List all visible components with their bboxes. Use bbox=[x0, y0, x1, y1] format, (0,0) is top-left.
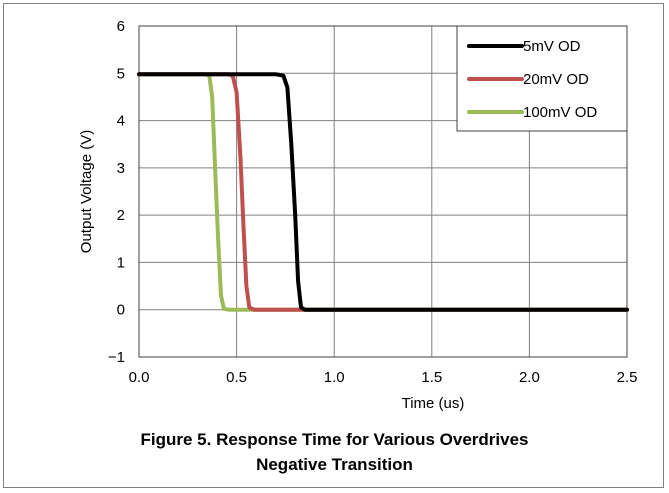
x-tick-label: 1.0 bbox=[324, 369, 345, 386]
x-tick-label: 0.5 bbox=[226, 369, 247, 386]
y-tick-label: 4 bbox=[117, 113, 125, 130]
y-tick-label: 3 bbox=[117, 160, 125, 177]
x-tick-label: 2.0 bbox=[519, 369, 540, 386]
figure-caption-line1: Figure 5. Response Time for Various Over… bbox=[140, 430, 529, 449]
x-axis-label: Time (us) bbox=[402, 395, 465, 412]
series-line bbox=[137, 72, 629, 312]
x-tick-label: 1.5 bbox=[421, 369, 442, 386]
plot-border bbox=[138, 25, 628, 358]
y-axis-label: Output Voltage (V) bbox=[78, 130, 95, 253]
x-tick-label: 0.0 bbox=[129, 369, 150, 386]
y-tick-label: −1 bbox=[108, 349, 125, 366]
y-tick-label: 2 bbox=[117, 207, 125, 224]
x-tick-label: 2.5 bbox=[617, 369, 638, 386]
figure-caption-line2: Negative Transition bbox=[256, 455, 413, 474]
legend-label: 20mV OD bbox=[523, 71, 589, 88]
response-time-chart: 0.0 0.5 1.0 1.5 2.0 2.5 −1 0 1 2 3 4 5 6 Time (us) Outp… bbox=[78, 18, 638, 412]
legend-label: 100mV OD bbox=[523, 104, 597, 121]
y-tick-label: 5 bbox=[117, 65, 125, 82]
y-tick-label: 6 bbox=[117, 18, 125, 35]
y-tick-label: 0 bbox=[117, 302, 125, 319]
y-tick-label: 1 bbox=[117, 254, 125, 271]
legend-label: 5mV OD bbox=[523, 38, 581, 55]
